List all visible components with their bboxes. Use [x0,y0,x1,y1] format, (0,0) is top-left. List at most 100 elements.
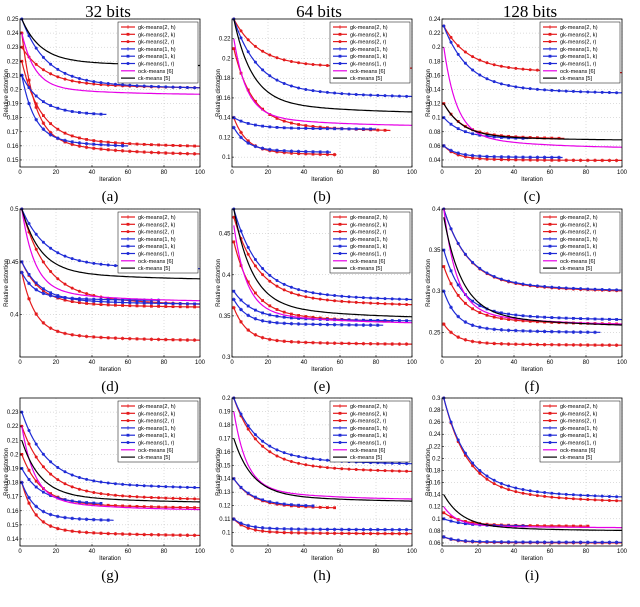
series-marker [485,134,489,138]
series-marker [232,125,236,130]
series-marker [92,299,96,303]
series-marker [296,149,301,154]
legend-marker [338,419,342,423]
x-tick-label: 100 [407,360,418,366]
series-marker [106,335,110,340]
legend: gk-means(2, h)gk-means(2, k) gk-means(2, … [329,211,411,274]
series-marker [332,341,337,345]
series-marker [171,305,175,309]
x-axis-label: Iteration [521,177,543,183]
series-marker [78,136,81,140]
series-marker [586,343,590,347]
series-marker [376,319,380,322]
x-tick-label: 80 [373,170,380,176]
series-marker [253,316,258,321]
series-marker [615,318,618,321]
series-marker [275,284,279,288]
series-marker [557,540,561,544]
legend-marker [548,222,552,226]
series-marker [246,526,250,530]
series-marker [500,136,503,139]
series-marker [405,297,409,301]
series-marker [41,321,46,325]
series-marker [390,94,394,98]
legend-marker [338,25,342,29]
series-marker [27,501,31,505]
y-tick-label: 0.19 [7,466,19,472]
series-marker [113,531,118,536]
series-marker [78,298,81,302]
series-marker [178,85,182,89]
series-marker [275,308,279,311]
legend: gk-means(2, h)gk-means(2, k) gk-means(2, … [329,400,411,463]
series-marker [85,138,88,141]
series-marker [232,47,236,50]
series-marker [340,527,344,532]
series-marker [506,342,511,346]
series-marker [164,337,168,342]
series-marker [70,110,74,113]
series-marker [442,511,446,515]
series-marker [49,494,52,498]
series-marker [268,450,272,454]
series-marker [171,302,175,305]
legend-entry: gk-means(1, h) [138,47,176,53]
series-4 [442,535,622,545]
series-marker [296,527,301,531]
series-marker [456,151,460,155]
series-marker [239,320,243,324]
series-line [233,18,412,113]
legend-entry: gk-means(2, r) [138,230,175,236]
series-marker [70,473,74,477]
series-1 [232,305,412,346]
y-tick-label: 0.04 [429,158,441,164]
series-marker [442,322,446,326]
series-marker [485,271,489,275]
series-marker [514,136,518,140]
series-marker [232,289,236,293]
series-marker [311,527,315,532]
series-marker [164,302,168,305]
series-marker [41,127,46,131]
series-marker [156,337,161,342]
series-marker [106,531,110,536]
series-marker [34,455,38,459]
series-marker [449,305,453,310]
series-marker [84,297,89,301]
series-marker [232,215,236,219]
series-marker [456,335,460,339]
y-tick-label: 0.2 [222,396,231,402]
series-marker [485,313,489,317]
series-marker [564,286,568,290]
series-marker [192,533,197,538]
series-marker [113,336,118,340]
x-tick-label: 60 [337,170,344,176]
series-marker [369,318,372,322]
series-marker [49,460,53,464]
series-marker [164,143,168,147]
series-marker [521,155,525,159]
series-marker [456,538,460,543]
legend-box [539,400,621,463]
y-tick-label: 0.24 [7,31,19,37]
x-axis-label: Iteration [521,556,543,562]
series-marker [253,528,258,532]
series-marker [347,92,351,96]
series-marker [354,318,358,322]
series-marker [528,524,532,528]
series-marker [113,264,117,268]
series-1 [20,270,201,342]
series-marker [128,304,132,308]
series-marker [376,301,380,305]
x-tick-label: 80 [161,360,168,366]
x-tick-label: 60 [547,170,554,176]
series-marker [296,340,301,344]
series-7 [21,208,200,302]
series-marker [471,260,475,264]
series-marker [514,524,518,528]
series-marker [56,294,60,297]
x-tick-label: 40 [511,360,518,366]
series-marker [297,293,301,297]
x-tick-label: 0 [440,360,444,366]
series-marker [499,482,503,486]
